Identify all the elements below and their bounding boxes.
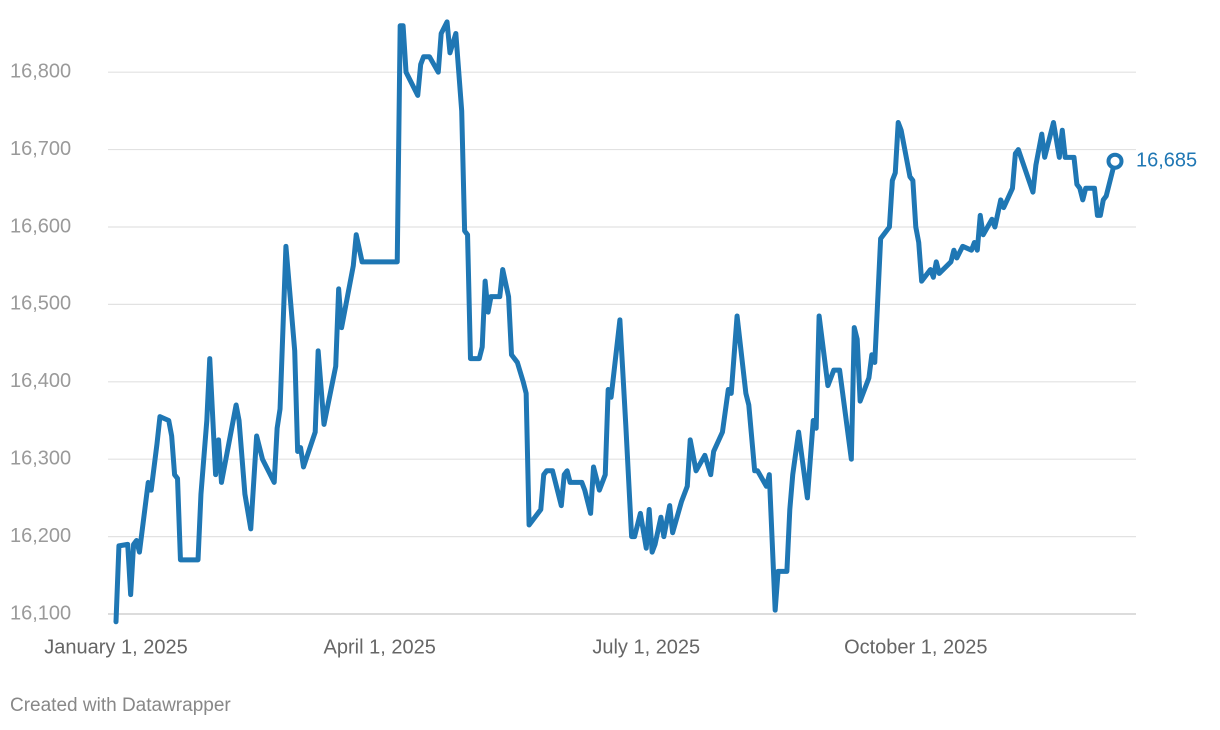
y-tick-label: 16,800 (10, 60, 71, 82)
end-label: 16,685 (1136, 149, 1197, 171)
y-tick-label: 16,500 (10, 293, 71, 315)
x-tick-label: January 1, 2025 (44, 636, 187, 658)
y-tick-label: 16,100 (10, 602, 71, 624)
x-tick-label: October 1, 2025 (844, 636, 987, 658)
y-tick-label: 16,200 (10, 525, 71, 547)
end-marker (1106, 152, 1124, 170)
source: Created with Datawrapper (10, 695, 231, 716)
y-tick-label: 16,600 (10, 215, 71, 237)
x-tick-label: April 1, 2025 (324, 636, 436, 658)
y-tick-label: 16,400 (10, 370, 71, 392)
y-tick-label: 16,700 (10, 138, 71, 160)
line (113, 19, 1118, 625)
y-tick-label: 16,300 (10, 447, 71, 469)
x-tick-label: July 1, 2025 (592, 636, 700, 658)
